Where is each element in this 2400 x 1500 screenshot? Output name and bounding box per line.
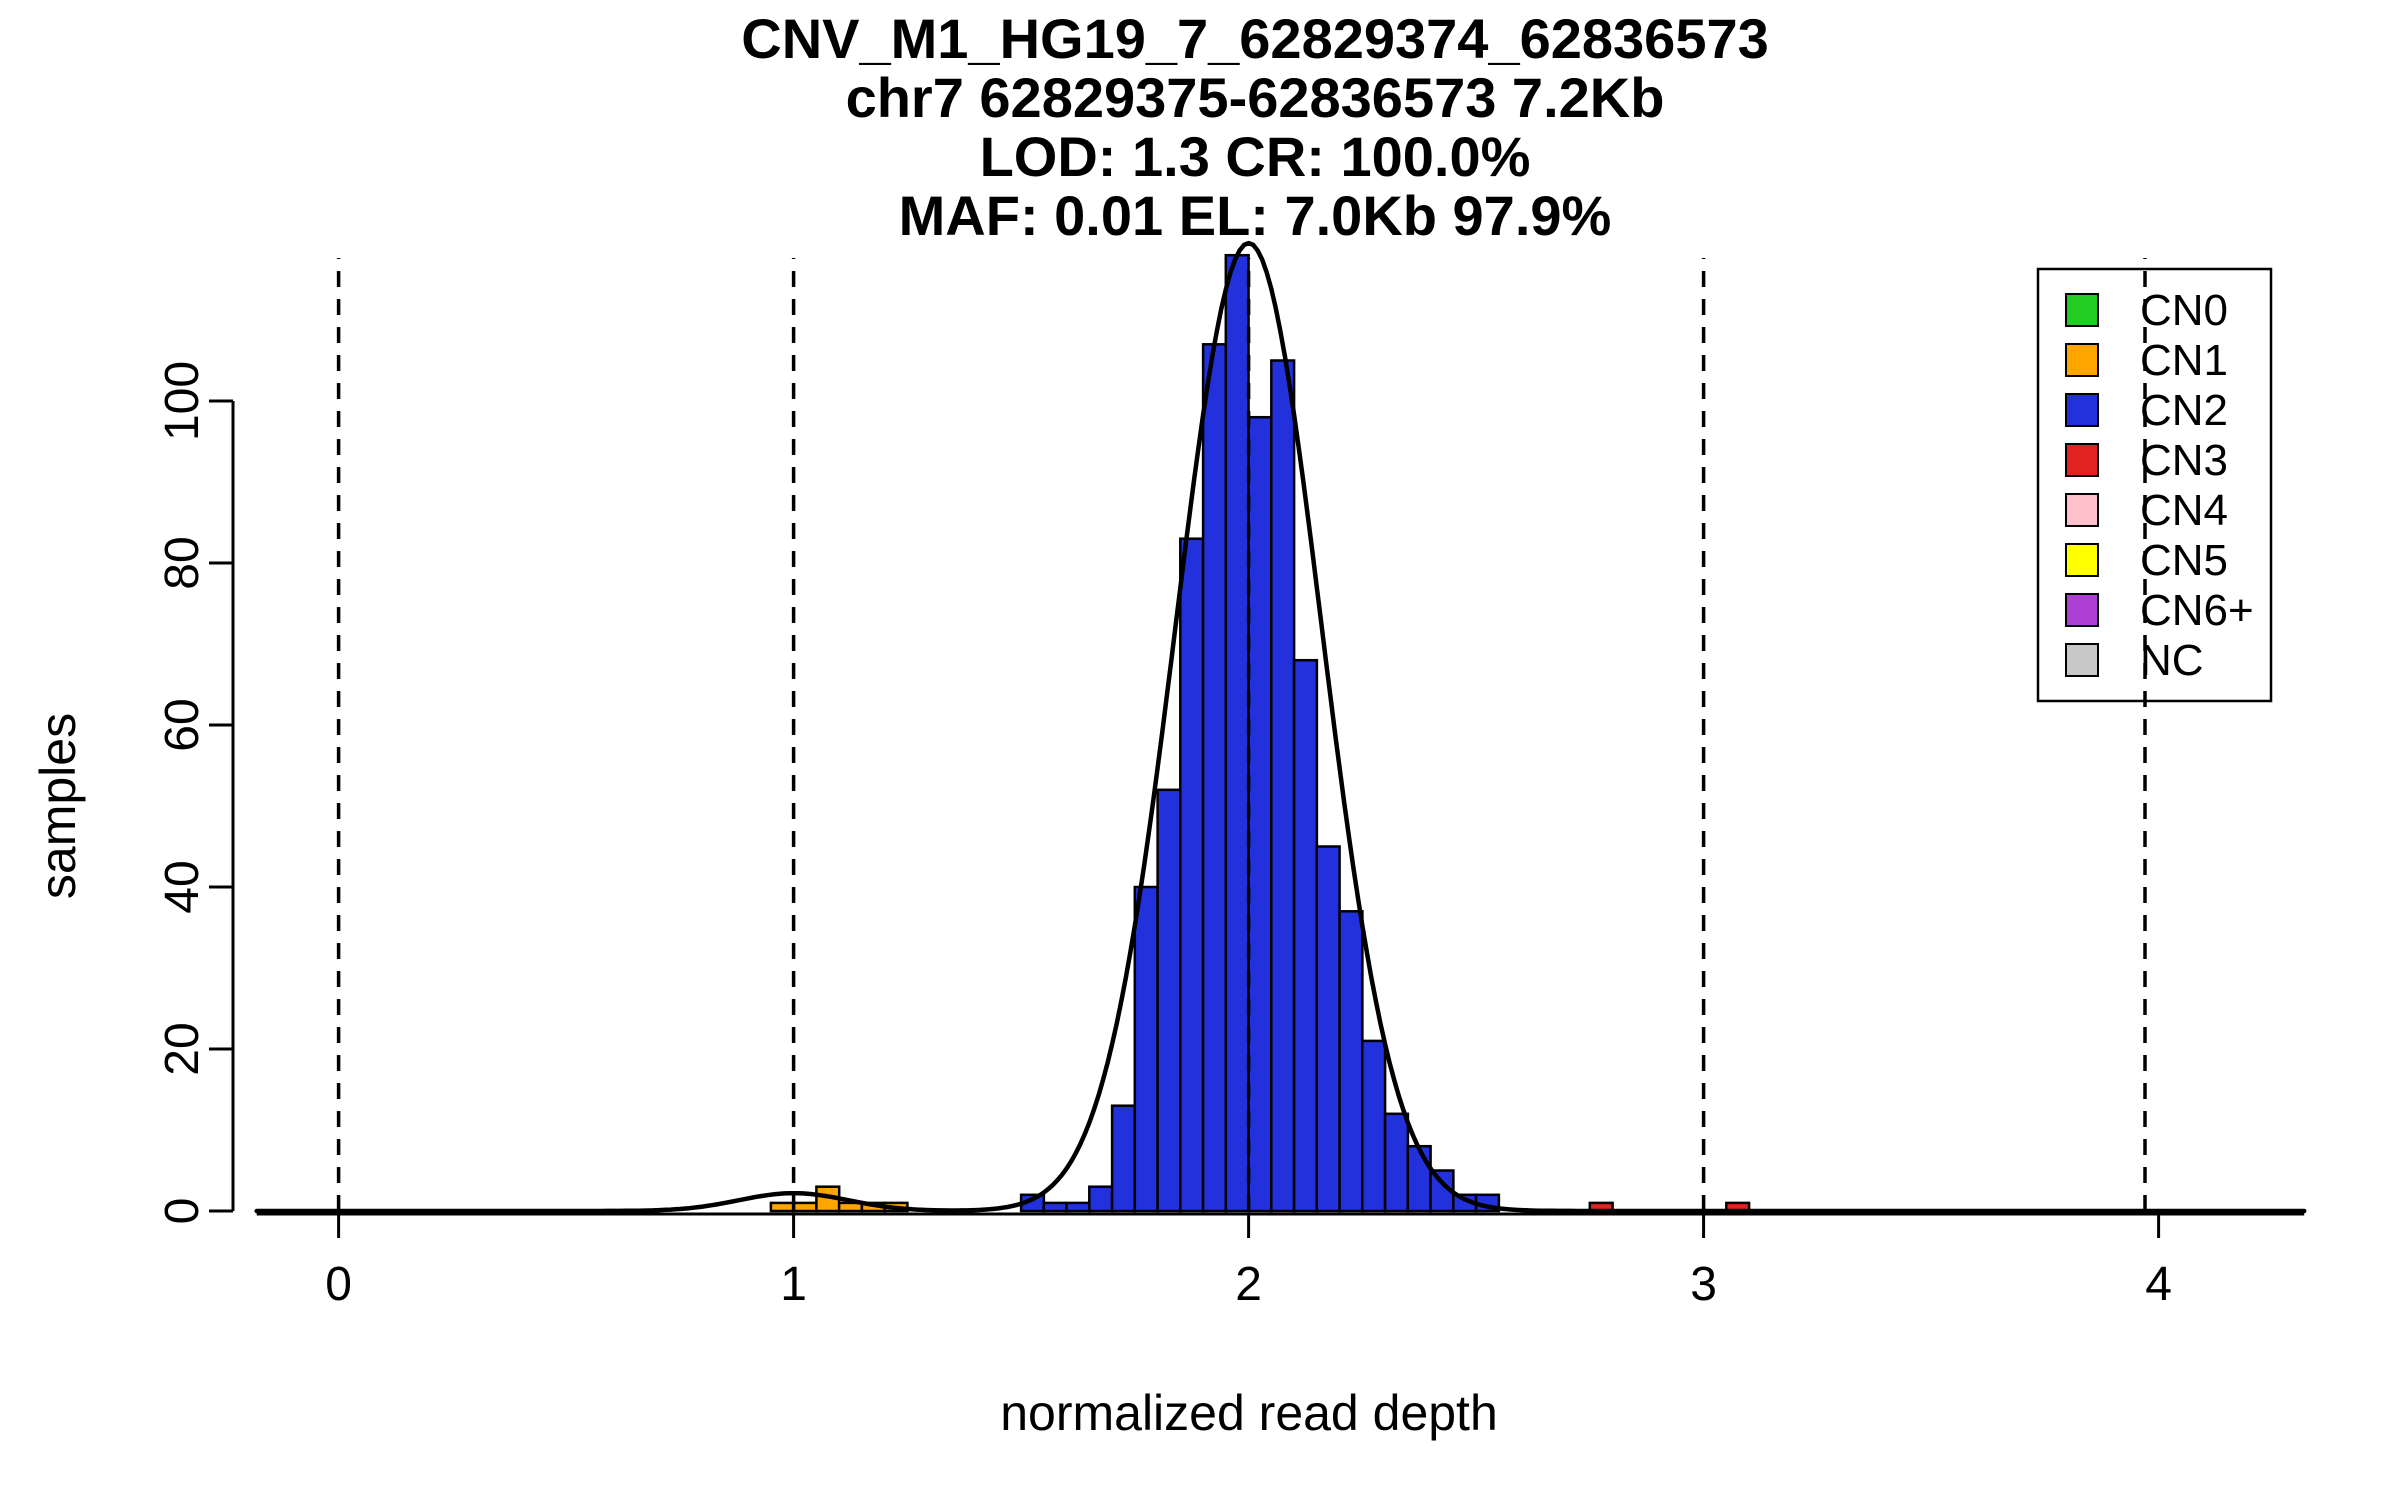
legend-label-cn4: CN4	[2140, 486, 2228, 535]
x-tick-label: 3	[1690, 1258, 1717, 1311]
chart-title-line-3: LOD: 1.3 CR: 100.0%	[980, 125, 1531, 188]
legend-swatch-cn2	[2065, 393, 2099, 427]
y-tick-label: 20	[156, 1022, 209, 1075]
legend-swatch-cn4	[2065, 493, 2099, 527]
histogram-bar-cn2	[1133, 885, 1159, 1213]
histogram-bar-cn2	[1292, 658, 1319, 1213]
chart-title-line-4: MAF: 0.01 EL: 7.0Kb 97.9%	[899, 184, 1612, 247]
legend-label-cn6+: CN6+	[2140, 586, 2254, 635]
x-tick-label: 1	[780, 1258, 807, 1311]
histogram-bar-cn1	[769, 1201, 795, 1213]
y-tick-label: 100	[156, 361, 209, 441]
histogram-bar-cn2	[1315, 845, 1341, 1213]
legend-label-cn1: CN1	[2140, 336, 2228, 385]
legend-swatch-cn1	[2065, 343, 2099, 377]
legend-label-cn3: CN3	[2140, 436, 2228, 485]
histogram-bar-cn2	[1270, 359, 1296, 1213]
histogram-bar-cn2	[1361, 1039, 1387, 1213]
x-axis-label: normalized read depth	[1000, 1385, 1498, 1441]
y-tick-label: 0	[156, 1198, 209, 1225]
legend-label-cn0: CN0	[2140, 286, 2228, 335]
histogram-bar-cn2	[1201, 343, 1228, 1213]
histogram-bar-cn2	[1042, 1201, 1068, 1213]
y-tick-label: 60	[156, 698, 209, 751]
y-axis-label: samples	[30, 713, 86, 899]
legend-swatch-cn6+	[2065, 593, 2099, 627]
legend-swatch-cn5	[2065, 543, 2099, 577]
x-tick-label: 2	[1235, 1258, 1262, 1311]
legend-label-nc: NC	[2140, 636, 2204, 685]
y-axis: 0 20 40 60 80 100	[156, 361, 235, 1225]
legend-label-cn5: CN5	[2140, 536, 2228, 585]
legend-label-cn2: CN2	[2140, 386, 2228, 435]
legend-swatch-cn3	[2065, 443, 2099, 477]
legend-box	[2036, 267, 2273, 703]
histogram-bar-cn2	[1338, 910, 1364, 1213]
histogram-bar-cn2	[1110, 1104, 1137, 1213]
histogram-bar-cn2	[1406, 1144, 1432, 1213]
histogram-bar-cn2	[1065, 1201, 1091, 1213]
histogram-bar-cn2	[1179, 537, 1205, 1213]
y-tick-label: 80	[156, 536, 209, 589]
histogram-bars	[769, 253, 1751, 1213]
histogram-bar-cn2	[1088, 1185, 1114, 1213]
y-tick-label: 40	[156, 860, 209, 913]
copy-number-guides	[336, 258, 2147, 1211]
histogram-bar-cn2	[1383, 1112, 1410, 1213]
x-tick-label: 0	[325, 1258, 352, 1311]
histogram-bar-cn2	[1156, 788, 1182, 1213]
density-curve	[254, 240, 2307, 1214]
x-axis: 0 1 2 3 4	[256, 1212, 2305, 1311]
chart-title-line-1: CNV_M1_HG19_7_62829374_62836573	[741, 7, 1769, 70]
chart-title-line-2: chr7 62829375-62836573 7.2Kb	[846, 66, 1665, 129]
legend-swatch-nc	[2065, 643, 2099, 677]
histogram-bar-cn2	[1247, 415, 1273, 1213]
chart-title-block: CNV_M1_HG19_7_62829374_62836573 chr7 628…	[741, 7, 1769, 247]
histogram-bar-cn1	[792, 1201, 818, 1213]
histogram-bar-cn2	[1224, 253, 1250, 1213]
x-tick-label: 4	[2145, 1258, 2172, 1311]
legend-swatch-cn0	[2065, 293, 2099, 327]
